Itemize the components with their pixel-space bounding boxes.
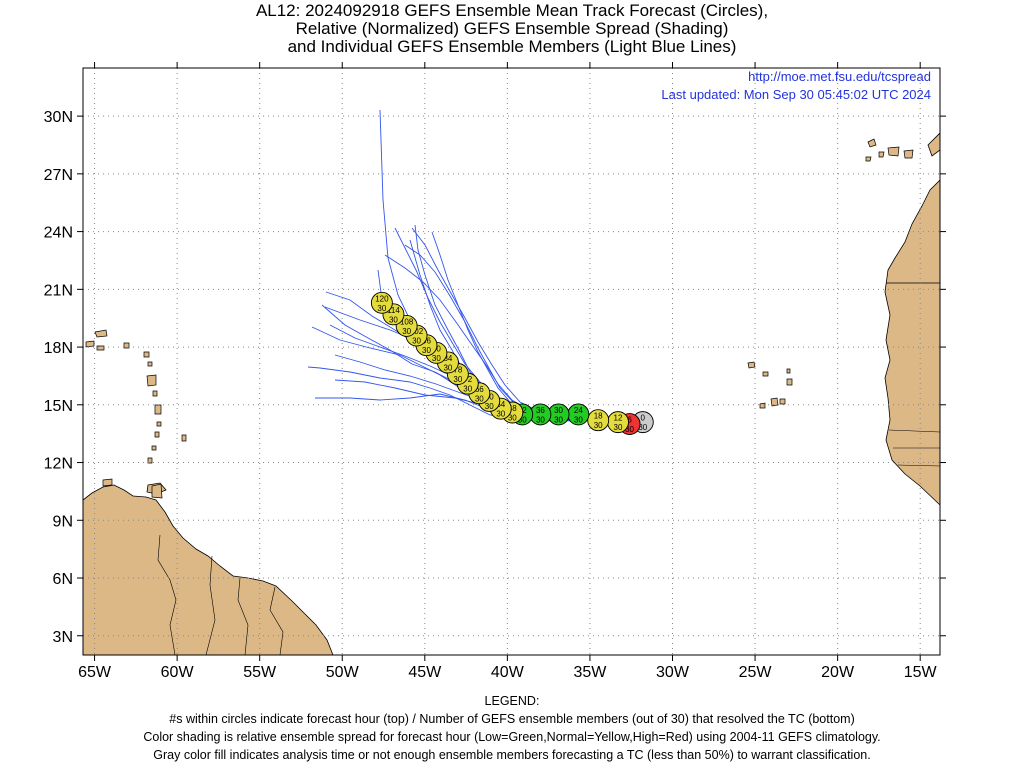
forecast-hour-label: 114 — [387, 306, 400, 315]
member-count-label: 30 — [453, 375, 462, 384]
member-count-label: 30 — [432, 354, 441, 363]
member-count-label: 30 — [518, 415, 527, 424]
lon-tick-label: 25W — [739, 664, 773, 681]
forecast-hour-label: 72 — [463, 375, 472, 384]
lat-tick-label: 18N — [44, 340, 73, 357]
lat-tick-label: 6N — [53, 571, 73, 588]
forecast-hour-label: 12 — [614, 414, 623, 423]
axis-ticks — [77, 62, 946, 661]
title-line-2: Relative (Normalized) GEFS Ensemble Spre… — [295, 19, 729, 38]
member-count-label: 30 — [594, 421, 603, 430]
forecast-hour-label: 6 — [627, 416, 632, 425]
last-updated-text: Last updated: Mon Sep 30 05:45:02 UTC 20… — [661, 87, 931, 102]
forecast-hour-label: 78 — [453, 366, 462, 375]
lat-tick-label: 30N — [44, 109, 73, 126]
lat-tick-label: 21N — [44, 282, 73, 299]
lat-tick-label: 12N — [44, 456, 73, 473]
forecast-hour-label: 0 — [641, 414, 646, 423]
forecast-hour-label: 36 — [536, 406, 545, 415]
member-count-label: 30 — [443, 363, 452, 372]
member-count-label: 30 — [422, 346, 431, 355]
forecast-hour-label: 30 — [554, 406, 563, 415]
lat-tick-label: 15N — [44, 398, 73, 415]
member-count-label: 30 — [496, 410, 505, 419]
forecast-hour-label: 84 — [443, 354, 452, 363]
legend-heading: LEGEND: — [484, 694, 540, 708]
forecast-hour-label: 102 — [410, 327, 424, 336]
lat-tick-label: 3N — [53, 629, 73, 646]
forecast-hour-label: 96 — [422, 337, 431, 346]
lon-tick-label: 15W — [904, 664, 938, 681]
member-count-label: 30 — [389, 315, 398, 324]
lon-tick-label: 30W — [656, 664, 690, 681]
lon-tick-label: 35W — [573, 664, 607, 681]
source-url-link[interactable]: http://moe.met.fsu.edu/tcspread — [748, 69, 931, 84]
member-count-label: 30 — [614, 423, 623, 432]
lon-tick-label: 45W — [408, 664, 442, 681]
member-count-label: 30 — [412, 337, 421, 346]
lat-tick-label: 27N — [44, 167, 73, 184]
latitude-labels: 30N 27N 24N 21N 18N 15N 12N 9N 6N 3N — [44, 109, 73, 646]
track-point-circle — [587, 409, 610, 432]
map-frame — [82, 67, 941, 656]
forecast-hour-label: 54 — [496, 400, 505, 409]
south-america-land — [83, 484, 334, 655]
lat-tick-label: 9N — [53, 513, 73, 530]
member-count-label: 30 — [485, 402, 494, 411]
member-count-label: 30 — [625, 425, 634, 434]
forecast-hour-label: 18 — [594, 412, 603, 421]
forecast-hour-label: 66 — [475, 385, 484, 394]
forecast-hour-label: 48 — [508, 404, 517, 413]
member-count-label: 30 — [402, 327, 411, 336]
africa-land — [884, 179, 940, 506]
longitude-labels: 65W 60W 55W 50W 45W 40W 35W 30W 25W 20W 15W — [78, 664, 937, 681]
forecast-hour-label: 120 — [375, 294, 389, 303]
legend-line-3: Gray color fill indicates analysis time … — [153, 748, 871, 762]
ensemble-mean-track: 0306301230183024303030363042304830543060… — [370, 291, 654, 435]
forecast-hour-label: 24 — [574, 406, 583, 415]
member-count-label: 30 — [536, 415, 545, 424]
lon-tick-label: 20W — [821, 664, 855, 681]
forecast-hour-label: 108 — [400, 317, 414, 326]
title-line-1: AL12: 2024092918 GEFS Ensemble Mean Trac… — [255, 1, 769, 20]
lon-tick-label: 60W — [161, 664, 195, 681]
member-count-label: 30 — [475, 394, 484, 403]
member-count-label: 30 — [638, 423, 647, 432]
member-count-label: 30 — [508, 414, 517, 423]
lon-tick-label: 50W — [326, 664, 360, 681]
member-count-label: 30 — [574, 415, 583, 424]
legend-line-2: Color shading is relative ensemble sprea… — [143, 730, 881, 744]
legend-line-1: #s within circles indicate forecast hour… — [169, 712, 855, 726]
lon-tick-label: 55W — [243, 664, 277, 681]
member-count-label: 30 — [554, 415, 563, 424]
land-masses — [83, 132, 940, 655]
lon-tick-label: 40W — [491, 664, 525, 681]
map-background — [83, 68, 940, 655]
track-point-circle — [370, 291, 393, 314]
lon-tick-label: 65W — [78, 664, 112, 681]
lat-tick-label: 24N — [44, 225, 73, 242]
member-count-label: 30 — [377, 304, 386, 313]
member-count-label: 30 — [463, 385, 472, 394]
title-line-3: and Individual GEFS Ensemble Members (Li… — [287, 37, 737, 56]
